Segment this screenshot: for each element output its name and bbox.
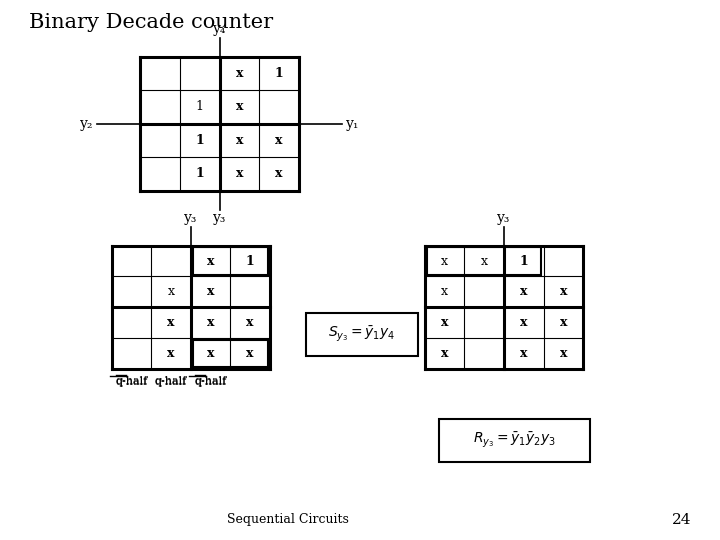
Text: x: x — [235, 67, 243, 80]
Text: x: x — [275, 134, 283, 147]
Text: 24: 24 — [672, 512, 691, 526]
Text: $R_{y_3}=\bar{y}_1\bar{y}_2y_3$: $R_{y_3}=\bar{y}_1\bar{y}_2y_3$ — [473, 430, 557, 450]
Text: x: x — [246, 316, 254, 329]
Text: Binary Decade counter: Binary Decade counter — [29, 14, 273, 32]
Text: x: x — [441, 254, 448, 268]
Text: y₂: y₂ — [80, 117, 94, 131]
Text: y₁: y₁ — [346, 117, 359, 131]
Text: 1: 1 — [519, 254, 528, 268]
Text: x: x — [207, 254, 215, 268]
Text: q-half: q-half — [194, 376, 227, 387]
Text: x: x — [168, 285, 174, 299]
Bar — [193, 340, 268, 367]
Text: x: x — [441, 347, 449, 360]
Text: Sequential Circuits: Sequential Circuits — [227, 514, 349, 526]
Text: q-half: q-half — [194, 377, 227, 387]
Text: x: x — [207, 285, 215, 299]
Text: x: x — [246, 347, 254, 360]
Text: 1: 1 — [246, 254, 255, 268]
Bar — [439, 418, 590, 462]
Text: x: x — [207, 316, 215, 329]
Bar — [427, 247, 541, 275]
Text: x: x — [167, 347, 175, 360]
Text: x: x — [559, 316, 567, 329]
Text: x: x — [520, 285, 528, 299]
Text: x: x — [441, 285, 448, 299]
Text: y₃: y₃ — [498, 211, 510, 225]
Text: q-half: q-half — [115, 376, 148, 387]
Bar — [193, 247, 268, 275]
Text: q-half: q-half — [155, 376, 187, 387]
Text: y₃: y₃ — [184, 211, 197, 225]
Text: y₄: y₄ — [213, 22, 226, 36]
Text: x: x — [520, 316, 528, 329]
Text: x: x — [167, 316, 175, 329]
Text: q-half: q-half — [115, 377, 148, 387]
Text: x: x — [235, 134, 243, 147]
Text: x: x — [235, 167, 243, 180]
Text: x: x — [235, 100, 243, 113]
Text: q-half: q-half — [155, 377, 187, 387]
Text: 1: 1 — [196, 100, 204, 113]
Text: x: x — [481, 254, 487, 268]
Text: x: x — [520, 347, 528, 360]
Bar — [306, 313, 418, 356]
Text: 1: 1 — [195, 134, 204, 147]
Text: $S_{y_3}=\bar{y}_1y_4$: $S_{y_3}=\bar{y}_1y_4$ — [328, 325, 395, 345]
Text: 1: 1 — [195, 167, 204, 180]
Text: x: x — [441, 316, 449, 329]
Text: x: x — [559, 347, 567, 360]
Text: y₃: y₃ — [213, 211, 226, 225]
Text: x: x — [559, 285, 567, 299]
Text: 1: 1 — [274, 67, 284, 80]
Text: x: x — [207, 347, 215, 360]
Text: x: x — [275, 167, 283, 180]
